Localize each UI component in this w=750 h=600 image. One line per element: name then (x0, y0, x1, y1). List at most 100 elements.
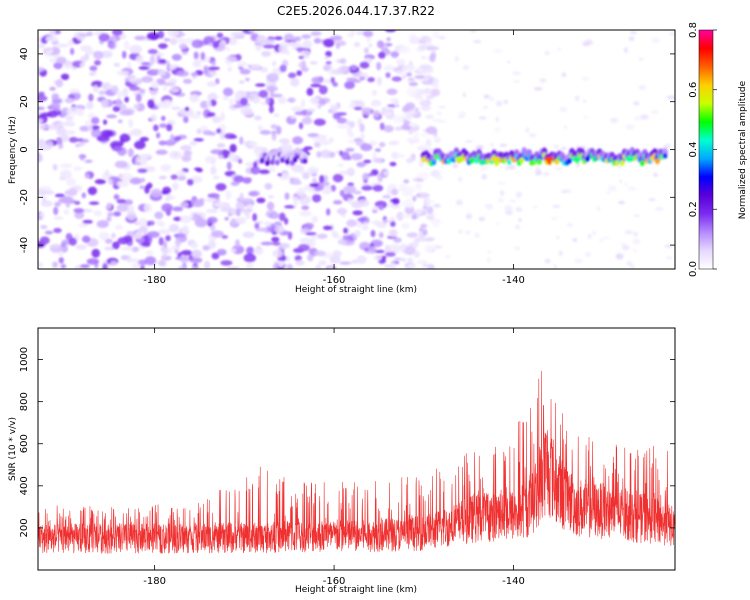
noise-blob (493, 49, 503, 54)
noise-blob (98, 231, 110, 241)
noise-blob (38, 95, 48, 102)
noise-blob (335, 43, 340, 50)
band-blob (302, 157, 308, 164)
noise-blob (394, 126, 403, 131)
noise-blob (237, 61, 249, 67)
noise-blob (210, 149, 223, 155)
noise-blob (652, 172, 659, 178)
noise-blob (363, 30, 374, 38)
noise-blob (266, 201, 275, 211)
noise-blob (206, 112, 216, 117)
noise-blob (401, 222, 410, 229)
noise-blob (582, 99, 587, 103)
noise-blob (140, 177, 146, 183)
noise-blob (403, 120, 411, 126)
noise-blob (277, 173, 283, 177)
noise-blob (419, 88, 432, 95)
noise-blob (53, 206, 59, 216)
noise-blob (399, 45, 411, 54)
noise-blob (318, 85, 328, 95)
noise-blob (346, 219, 357, 227)
noise-blob (388, 140, 400, 146)
noise-blob (406, 232, 419, 238)
noise-blob (129, 45, 143, 54)
noise-blob (111, 232, 116, 239)
noise-blob (114, 160, 128, 169)
noise-blob (203, 65, 208, 74)
noise-blob (309, 96, 321, 103)
noise-blob (411, 213, 417, 220)
noise-blob (309, 61, 318, 65)
band-blob (619, 159, 625, 166)
noise-blob (331, 231, 339, 238)
y-tick-label: 20 (19, 95, 30, 108)
noise-blob (301, 205, 310, 211)
colorbar-ticks: 0.8 0.6 0.4 0.2 0.0 (688, 22, 717, 277)
noise-blob (344, 81, 355, 90)
noise-blob (228, 36, 238, 46)
noise-blob (435, 175, 443, 181)
y-tick-label: 40 (19, 48, 30, 61)
noise-blob (215, 183, 227, 191)
noise-blob (271, 132, 277, 141)
noise-blob (396, 70, 404, 75)
noise-blob (123, 199, 133, 206)
noise-blob (329, 255, 341, 264)
noise-blob (147, 48, 158, 55)
noise-blob (52, 163, 58, 171)
noise-blob (287, 72, 297, 79)
noise-blob (268, 105, 274, 114)
noise-blob (144, 256, 157, 266)
band-blob (431, 159, 437, 166)
noise-blob (275, 125, 282, 135)
noise-blob (353, 41, 361, 48)
noise-blob (102, 119, 108, 125)
band-peak (544, 156, 555, 162)
noise-blob (38, 152, 42, 162)
noise-blob (500, 190, 505, 196)
noise-blob (472, 39, 482, 44)
noise-blob (391, 204, 401, 209)
noise-blob (193, 138, 204, 142)
noise-blob (56, 127, 67, 136)
noise-blob (414, 75, 426, 79)
noise-blob (561, 189, 567, 194)
noise-blob (139, 136, 149, 142)
noise-blob (373, 110, 380, 118)
noise-blob (336, 207, 348, 215)
noise-blob (343, 185, 357, 194)
noise-blob (179, 43, 188, 50)
noise-blob (74, 211, 85, 219)
noise-blob (79, 125, 91, 132)
noise-blob (191, 39, 204, 49)
noise-blob (217, 154, 224, 160)
noise-blob (212, 40, 220, 49)
noise-blob (239, 136, 244, 145)
noise-blob (161, 190, 170, 195)
noise-blob (387, 183, 397, 190)
noise-blob (138, 225, 148, 234)
noise-blob (113, 211, 122, 217)
noise-blob (420, 104, 431, 112)
noise-blob (254, 115, 262, 121)
band-peak (571, 156, 582, 162)
noise-blob (303, 146, 313, 150)
noise-blob (396, 58, 406, 65)
noise-blob (624, 230, 633, 235)
noise-blob (228, 152, 236, 161)
noise-blob (196, 168, 203, 173)
noise-blob (566, 222, 573, 227)
noise-blob (112, 176, 117, 186)
noise-blob (113, 194, 120, 200)
noise-blob (481, 173, 487, 180)
noise-blob (457, 115, 465, 119)
noise-blob (418, 227, 424, 233)
noise-blob (314, 141, 321, 148)
noise-blob (369, 245, 377, 254)
noise-blob (56, 43, 69, 48)
noise-blob (270, 124, 278, 130)
noise-blob (629, 30, 638, 35)
noise-blob (296, 187, 305, 197)
colorbar-tick-label: 0.2 (688, 201, 699, 217)
